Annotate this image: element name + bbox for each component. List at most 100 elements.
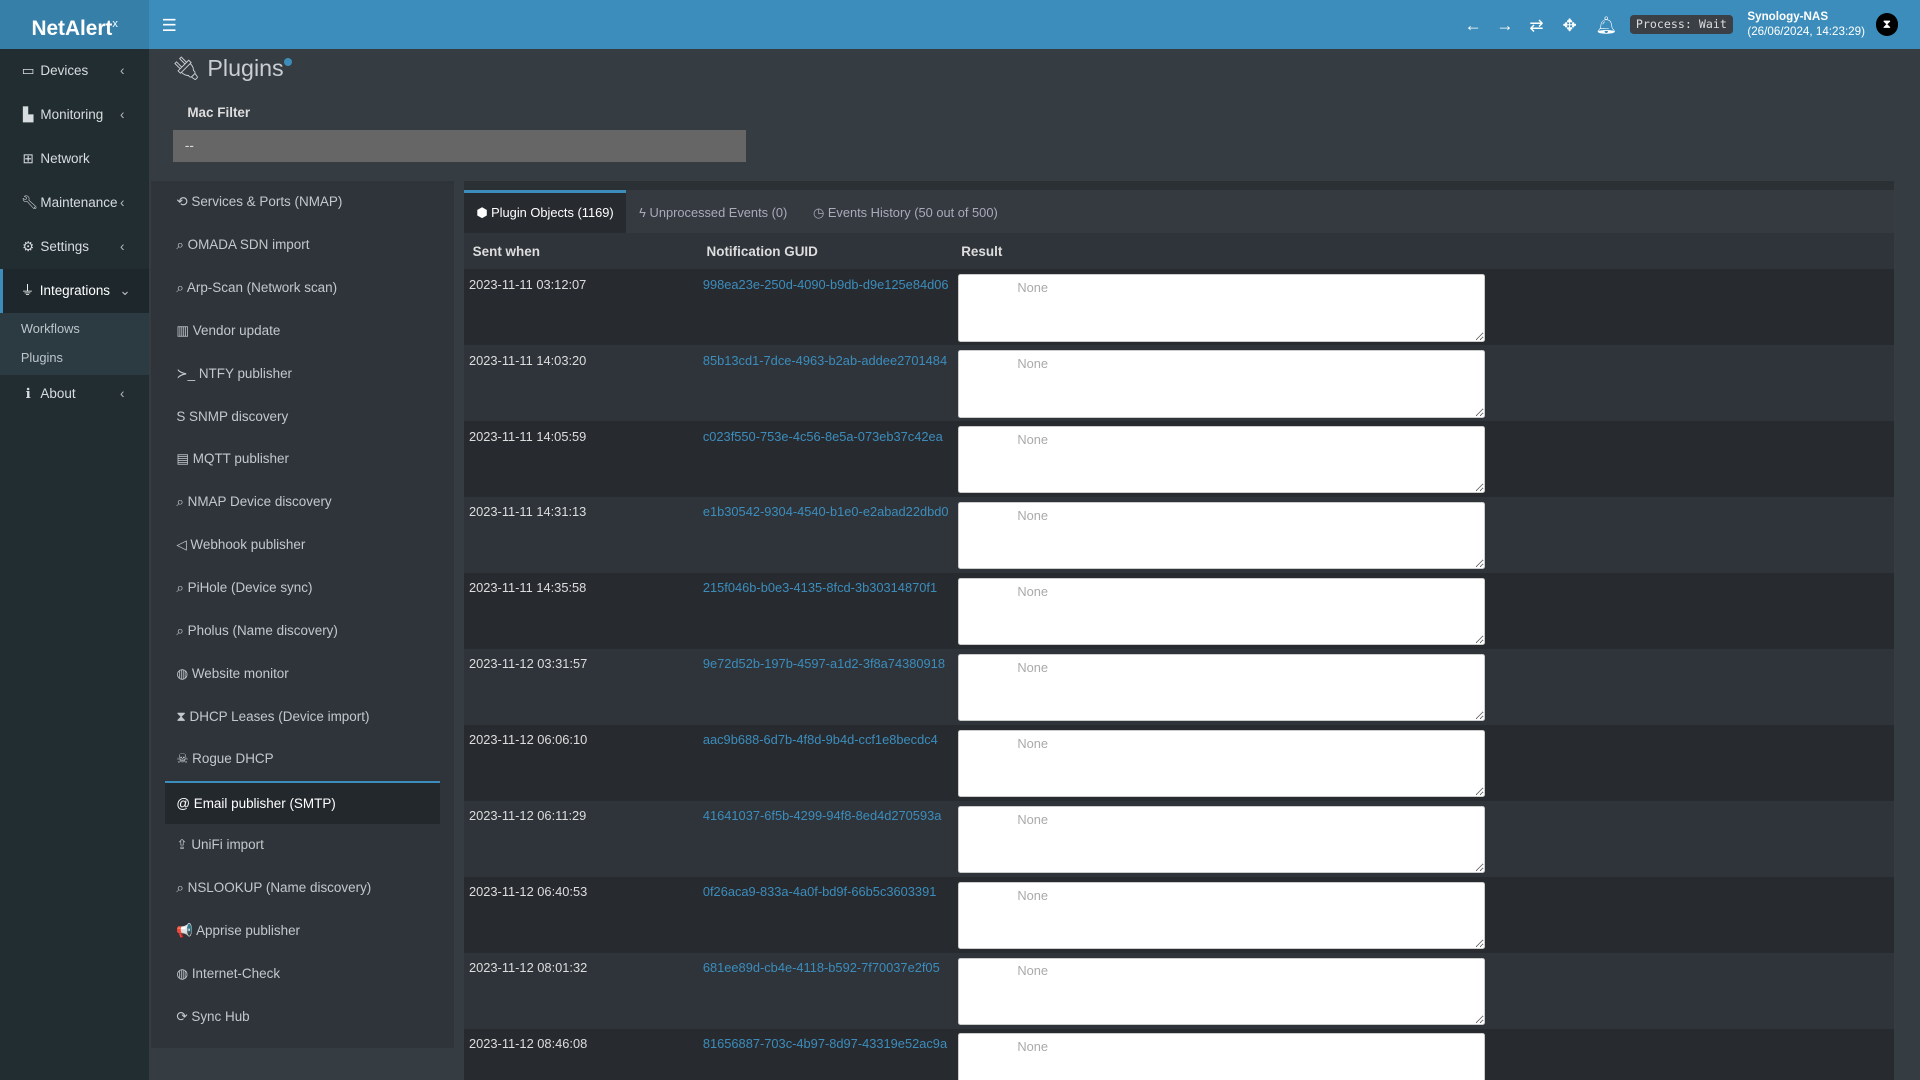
result-textarea[interactable]: None <box>957 274 1486 342</box>
guid-link[interactable]: e1b30542-9304-4540-b1e0-e2abad22dbd0 <box>702 504 949 520</box>
tab-unprocessed-events[interactable]: ϟ Unprocessed Events (0) <box>627 190 800 233</box>
plugin-list-item[interactable]: ◍ Website monitor <box>165 653 439 696</box>
sidebar-item-devices[interactable]: ▭ Devices ‹ <box>0 49 149 93</box>
back-arrow-icon[interactable]: ← <box>1464 14 1482 35</box>
plugin-list-item[interactable]: ◁ Webhook publisher <box>165 524 439 567</box>
plugin-list-item[interactable]: ⌕ Pholus (Name discovery) <box>165 610 439 653</box>
plugin-label: Vendor update <box>192 322 281 338</box>
tab-plugin-objects[interactable]: ⬢ Plugin Objects (1169) <box>464 189 626 236</box>
sidebar-item-about[interactable]: ℹ About ‹ <box>0 372 149 416</box>
result-textarea[interactable]: None <box>957 426 1486 494</box>
plugin-list-item[interactable]: S SNMP discovery <box>165 396 439 439</box>
plugin-list-item[interactable]: ⇪ UniFi import <box>165 824 439 867</box>
plugin-list-item[interactable]: ⌕ NSLOOKUP (Name discovery) <box>165 867 439 910</box>
result-textarea[interactable]: None <box>957 881 1486 949</box>
plugin-label: Pholus (Name discovery) <box>187 622 338 638</box>
result-textarea[interactable]: None <box>957 957 1486 1025</box>
sidebar-item-settings[interactable]: ⚙ Settings ‹ <box>0 225 149 269</box>
sidebar-item-label: Settings <box>40 239 90 255</box>
submenu-item-plugins[interactable]: Plugins <box>20 350 63 366</box>
plugin-list-item[interactable]: ⌕ PiHole (Device sync) <box>165 567 439 610</box>
cube-icon: ⬢ <box>476 204 488 220</box>
plugin-list-item[interactable]: ⌕ NMAP Device discovery <box>165 481 439 524</box>
avatar[interactable]: ⧗ <box>1875 13 1898 36</box>
table-header: Sent when Notification GUID Result <box>464 232 1895 270</box>
guid-link[interactable]: 81656887-703c-4b97-8d97-43319e52ac9a <box>702 1035 948 1051</box>
tab-events-history[interactable]: ◷ Events History (50 out of 500) <box>801 190 1010 233</box>
sidebar-item-monitoring[interactable]: ▙ Monitoring ‹ <box>0 93 149 137</box>
plugin-list-item[interactable]: ⟳ Sync Hub <box>165 996 439 1039</box>
guid-link[interactable]: 9e72d52b-197b-4597-a1d2-3f8a74380918 <box>702 656 945 672</box>
bell-icon[interactable]: 🔔︎ <box>1595 14 1618 35</box>
guid-link[interactable]: aac9b688-6d7b-4f8d-9b4d-ccf1e8becdc4 <box>702 732 938 748</box>
column-header-result[interactable]: Result <box>961 243 1003 259</box>
sidebar-item-maintenance[interactable]: 🔧︎ Maintenance ‹ <box>0 181 149 225</box>
submenu-item-workflows[interactable]: Workflows <box>20 320 80 336</box>
guid-link[interactable]: 0f26aca9-833a-4a0f-bd9f-66b5c3603391 <box>702 884 937 900</box>
column-header-sent-when[interactable]: Sent when <box>472 243 540 259</box>
mac-filter-label: Mac Filter <box>187 105 251 121</box>
plugin-list-item[interactable]: ⟲ Services & Ports (NMAP) <box>165 181 439 224</box>
guid-link[interactable]: 85b13cd1-7dce-4963-b2ab-addee2701484 <box>702 352 948 368</box>
forward-arrow-icon[interactable]: → <box>1496 14 1514 35</box>
guid-link[interactable]: c023f550-753e-4c56-8e5a-073eb37c42ea <box>702 428 943 444</box>
sent-when-cell: 2023-11-11 14:31:13 <box>468 504 587 520</box>
sidebar-item-network[interactable]: ⊞ Network <box>0 137 149 181</box>
plugin-list-item[interactable]: ⌕ OMADA SDN import <box>165 224 439 267</box>
help-icon[interactable] <box>283 57 293 67</box>
plugin-list-item[interactable]: ⧗ DHCP Leases (Device import) <box>165 696 439 739</box>
app-logo[interactable]: NetAlertx <box>0 0 150 49</box>
sidebar-item-integrations[interactable]: ⏚ Integrations ⌄ <box>0 269 149 314</box>
info-icon: ℹ <box>25 386 31 402</box>
plugin-label: Apprise publisher <box>196 922 301 938</box>
hamburger-menu-icon[interactable]: ☰ <box>161 14 177 35</box>
plugin-label: Sync Hub <box>191 1008 250 1024</box>
host-time: (26/06/2024, 14:23:29) <box>1747 25 1865 39</box>
guid-link[interactable]: 998ea23e-250d-4090-b9db-d9e125e84d06 <box>702 276 949 292</box>
reload-icon[interactable]: ⇄ <box>1529 14 1544 35</box>
chart-icon: ▙ <box>22 107 34 123</box>
move-icon[interactable]: ✥ <box>1562 14 1577 35</box>
table-row: 2023-11-12 06:06:10 aac9b688-6d7b-4f8d-9b… <box>464 724 1895 801</box>
plugin-list-item[interactable]: ▤ MQTT publisher <box>165 438 439 481</box>
plugin-label: NSLOOKUP (Name discovery) <box>187 879 372 895</box>
plugin-icon: ⌕ <box>176 879 184 895</box>
gear-icon: ⚙ <box>22 239 35 255</box>
plugin-list-item[interactable]: @ Email publisher (SMTP) <box>165 781 440 825</box>
plugin-icon: @ <box>176 796 190 812</box>
result-textarea[interactable]: None <box>957 805 1486 874</box>
result-textarea[interactable]: None <box>957 1033 1486 1080</box>
mac-filter-input[interactable] <box>172 129 746 162</box>
plugin-list-item[interactable]: ◍ Internet-Check <box>165 953 439 996</box>
plugin-icon: ◍ <box>176 965 189 981</box>
guid-link[interactable]: 41641037-6f5b-4299-94f8-8ed4d270593a <box>702 808 942 824</box>
chevron-left-icon: ‹ <box>120 386 125 402</box>
plugin-icon: ⧗ <box>176 708 186 724</box>
logo-text: NetAlert <box>31 16 113 40</box>
plug-icon: ⏚ <box>20 283 35 299</box>
chevron-left-icon: ‹ <box>120 195 125 211</box>
sent-when-cell: 2023-11-11 14:03:20 <box>468 352 587 368</box>
table-row: 2023-11-11 14:35:58 215f046b-b0e3-4135-8f… <box>464 573 1895 649</box>
sent-when-cell: 2023-11-11 03:12:07 <box>468 276 587 292</box>
result-textarea[interactable]: None <box>957 653 1486 722</box>
table-row: 2023-11-12 06:11:29 41641037-6f5b-4299-94… <box>464 800 1895 877</box>
result-textarea[interactable]: None <box>957 502 1486 570</box>
plugin-list-item[interactable]: ≻_ NTFY publisher <box>165 353 439 396</box>
column-header-guid[interactable]: Notification GUID <box>706 243 818 259</box>
plugin-list: ⟲ Services & Ports (NMAP) ⌕ OMADA SDN imp… <box>150 181 455 1049</box>
plugin-icon: ◍ <box>176 665 189 681</box>
plugin-list-item[interactable]: ☠ Rogue DHCP <box>165 738 439 781</box>
result-textarea[interactable]: None <box>957 350 1486 418</box>
sidebar-item-label: Devices <box>40 62 89 78</box>
plugin-list-item[interactable]: ⌕ Arp-Scan (Network scan) <box>165 267 439 310</box>
page-title: 🔌︎ Plugins <box>171 54 293 82</box>
guid-link[interactable]: 681ee89d-cb4e-4118-b592-7f70037e2f05 <box>702 959 940 975</box>
result-textarea[interactable]: None <box>957 729 1486 798</box>
plugin-label: Webhook publisher <box>190 537 306 553</box>
plugin-label: MQTT publisher <box>192 451 289 467</box>
guid-link[interactable]: 215f046b-b0e3-4135-8fcd-3b30314870f1 <box>702 580 938 596</box>
plugin-list-item[interactable]: ▥ Vendor update <box>165 310 439 353</box>
plugin-list-item[interactable]: 📢 Apprise publisher <box>165 910 439 953</box>
result-textarea[interactable]: None <box>957 577 1486 646</box>
